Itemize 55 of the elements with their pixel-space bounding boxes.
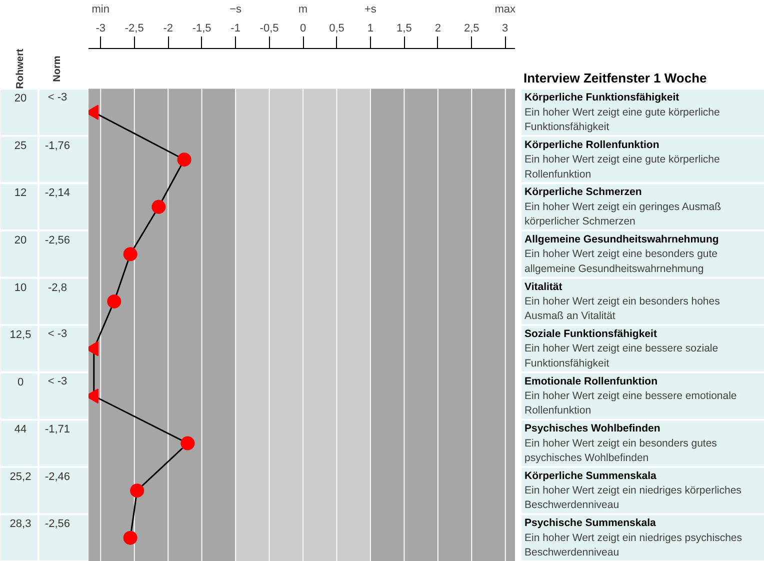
data-label: -2,56 [44, 234, 70, 247]
data-label: -1,71 [44, 424, 70, 436]
data-label: < -3 [48, 375, 68, 388]
text: Ein hoher Wert zeigt eine gute körperliche Funktionsfähigkeit [524, 106, 720, 133]
x-tick-label: m 0 [298, 3, 308, 34]
y-tick-label: Psychisches Wohlbefinden [524, 422, 660, 435]
x-tick-label: 0,5 [329, 22, 344, 34]
text: 28,3 [10, 518, 32, 530]
text: 20 [14, 92, 27, 105]
y-tick-label: Emotionale Rollenfunktion [524, 375, 658, 388]
x-tick-label: 2 [434, 22, 441, 34]
y-tick-label: Körperliche Schmerzen [524, 186, 642, 198]
x-tick-label: -2 [163, 22, 173, 34]
text: 25,2 [10, 470, 32, 483]
y-tick-label: Körperliche Rollenfunktion [524, 138, 660, 151]
x-tick-label: min -3 [92, 3, 110, 34]
text: 12 [14, 187, 27, 200]
text: 0 [17, 376, 24, 388]
text: 25 [14, 140, 27, 152]
y-tick-label: Vitalität [524, 280, 563, 293]
data-label: -2,8 [48, 282, 67, 294]
data-label: -2,46 [44, 470, 70, 483]
x-tick-label: -2,5 [124, 22, 144, 34]
x-tick-label: −s -1 [230, 3, 242, 34]
data-label: < -3 [48, 328, 68, 340]
text: Ein hoher Wert zeigt ein niedriges psychisches Beschwerdenniveau [524, 532, 742, 559]
y-tick-label: Psychische Summenskala [524, 517, 656, 530]
data-label: < -3 [48, 92, 68, 104]
x-tick-label: +s 1 [364, 3, 377, 34]
text: Rohwert [15, 48, 26, 89]
text: Interview Zeitfenster 1 Woche [524, 70, 707, 86]
y-tick-label: Körperliche Funktionsfähigkeit [524, 92, 680, 104]
data-label: -1,76 [44, 140, 70, 152]
y-tick-label: Allgemeine Gesundheitswahrnehmung [524, 234, 719, 246]
text: 12,5 [10, 329, 32, 342]
text: 20 [14, 234, 27, 247]
text: Ein hoher Wert zeigt ein geringes Ausmaß körperlicher Schmerzen [524, 200, 721, 228]
text: Norm [52, 56, 63, 82]
data-label: -2,14 [44, 187, 70, 200]
y-tick-label: Soziale Funktionsfähigkeit [524, 328, 658, 340]
x-tick-label: -1,5 [192, 22, 212, 34]
x-tick-label: 2,5 [464, 22, 480, 34]
data-label: -2,56 [44, 518, 70, 530]
text: Ein hoher Wert zeigt eine besonders gute allgemeine Gesundheitswahrnehmung [524, 248, 718, 275]
y-tick-label: Körperliche Summenskala [524, 470, 657, 482]
text: Ein hoher Wert zeigt eine gute körperliche Rollenfunktion [524, 154, 720, 180]
text: Ein hoher Wert zeigt ein besonders hohes Ausmaß an Vitalität [524, 295, 720, 322]
text: Ein hoher Wert zeigt ein besonders gutes psychisches Wohlbefinden [524, 437, 717, 464]
x-tick-label: 1,5 [396, 22, 412, 34]
text: 44 [14, 424, 27, 436]
x-tick-label: -0,5 [260, 22, 279, 34]
text: 10 [14, 282, 27, 294]
text: Ein hoher Wert zeigt eine bessere emotionale Rollenfunktion [524, 390, 737, 417]
text: Ein hoher Wert zeigt eine bessere soziale Funktionsfähigkeit [524, 342, 718, 370]
text: Ein hoher Wert zeigt ein niedriges körperliches Beschwerdenniveau [524, 484, 742, 512]
